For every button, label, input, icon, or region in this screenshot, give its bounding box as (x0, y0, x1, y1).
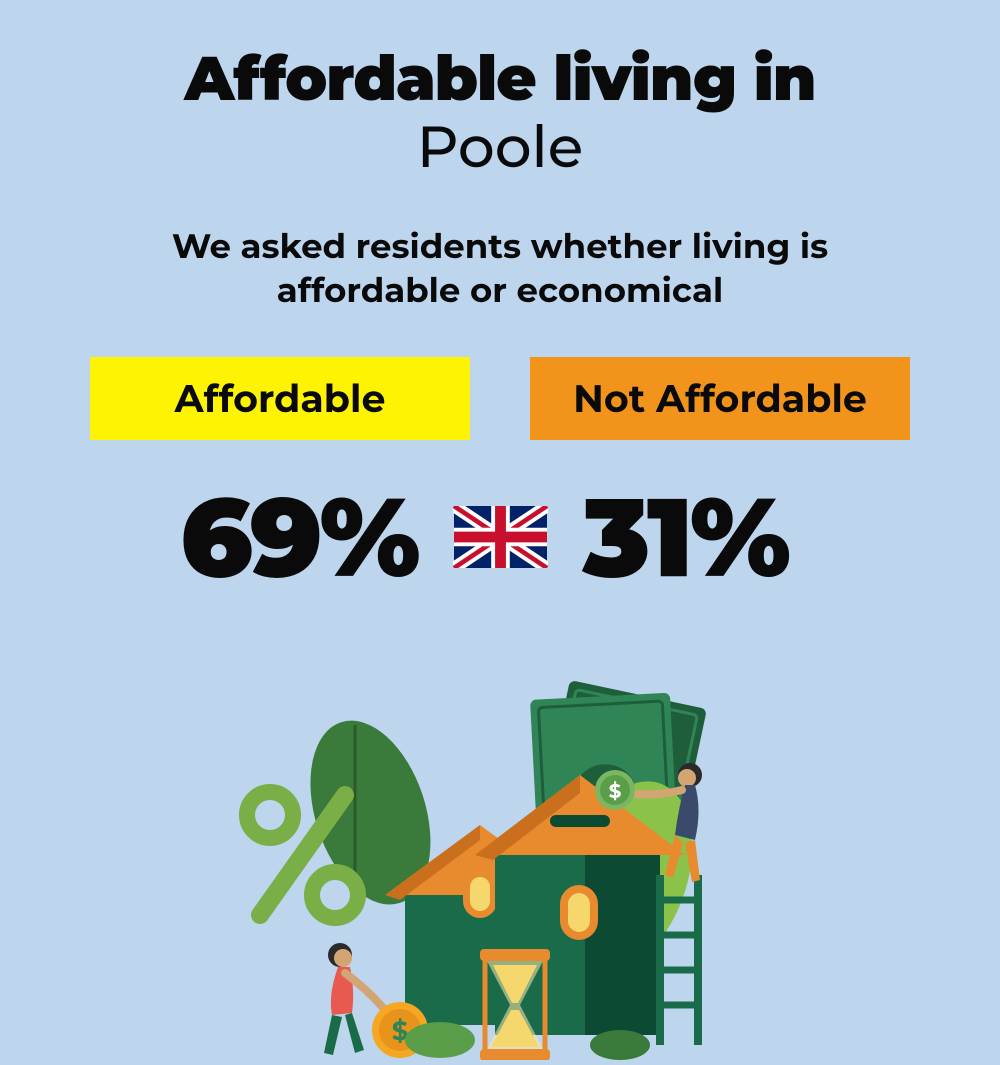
not-affordable-value: 31% (573, 470, 873, 604)
affordable-value: 69% (128, 470, 428, 604)
values-row: 69% 31% (60, 470, 940, 604)
affordable-label-box: Affordable (90, 357, 470, 440)
subtitle: We asked residents whether living is aff… (60, 224, 940, 312)
not-affordable-label-box: Not Affordable (530, 357, 910, 440)
svg-text:$: $ (609, 780, 622, 804)
not-affordable-label: Not Affordable (573, 375, 867, 422)
uk-flag-icon (453, 506, 548, 568)
title-line1: Affordable living in (60, 40, 940, 116)
labels-row: Affordable Not Affordable (60, 357, 940, 440)
title-line2: Poole (60, 111, 940, 182)
house-money-illustration: $ (220, 660, 780, 1060)
affordable-label: Affordable (175, 375, 386, 422)
infographic-container: Affordable living in Poole We asked resi… (0, 0, 1000, 604)
